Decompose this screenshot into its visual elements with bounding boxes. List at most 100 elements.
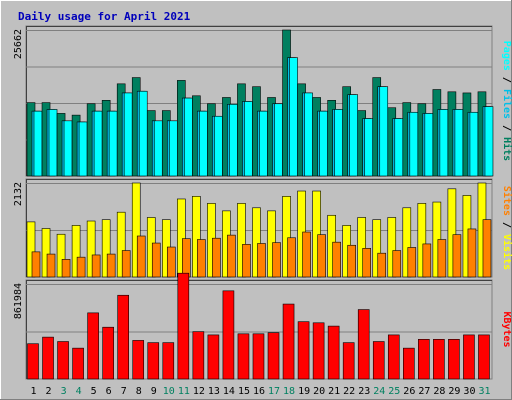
- bar-pages-day-16: [259, 110, 268, 177]
- bar-kbytes-day-21: [327, 325, 340, 380]
- bar-visits-day-15: [237, 203, 246, 278]
- bar-visits-day-16: [252, 207, 261, 278]
- bar-sites-day-3: [61, 259, 71, 278]
- bar-sites-day-5: [91, 254, 101, 278]
- bar-pages-day-23: [364, 118, 374, 177]
- x-tick-day-30: 30: [463, 386, 475, 397]
- bar-kbytes-day-2: [42, 336, 54, 380]
- legend-sites: Sites: [501, 186, 512, 216]
- bar-sites-day-18: [287, 237, 296, 278]
- x-tick-day-17: 17: [268, 386, 280, 397]
- bar-kbytes-day-28: [433, 339, 445, 380]
- legend-files: Files: [501, 89, 512, 119]
- bar-kbytes-day-19: [297, 321, 310, 380]
- bar-pages-day-24: [379, 86, 389, 177]
- x-tick-day-27: 27: [418, 386, 430, 397]
- bar-sites-day-30: [467, 228, 477, 278]
- bar-pages-day-28: [439, 109, 449, 177]
- bar-visits-day-4: [71, 225, 81, 278]
- chart-panels: 25662 Pages / Files / Hits 2132 Sites / Vis…: [13, 25, 512, 380]
- bar-sites-day-16: [257, 243, 266, 278]
- bar-pages-day-9: [153, 120, 163, 177]
- bar-pages-day-25: [394, 118, 404, 177]
- bar-pages-day-18: [289, 57, 298, 177]
- panel-legend: Sites / Visits: [501, 186, 512, 270]
- bar-kbytes-day-8: [132, 340, 145, 380]
- bar-kbytes-day-15: [237, 333, 250, 380]
- bar-sites-day-26: [407, 247, 417, 278]
- bar-pages-day-3: [63, 120, 73, 177]
- bar-kbytes-day-6: [102, 326, 114, 380]
- bar-visits-day-20: [312, 190, 321, 278]
- bar-kbytes-day-16: [252, 333, 265, 380]
- bar-pages-day-19: [304, 92, 313, 177]
- legend-separator: /: [501, 216, 512, 234]
- x-tick-day-16: 16: [253, 386, 265, 397]
- bar-visits-day-1: [26, 221, 36, 278]
- bar-sites-day-2: [46, 253, 56, 278]
- x-tick-day-8: 8: [136, 386, 142, 397]
- bar-kbytes-day-26: [403, 347, 415, 380]
- bar-sites-day-28: [437, 239, 447, 278]
- bar-sites-day-20: [317, 234, 326, 278]
- bar-kbytes-day-18: [282, 303, 295, 380]
- bar-pages-day-17: [274, 103, 283, 177]
- bar-pages-day-4: [78, 121, 88, 177]
- x-tick-day-3: 3: [61, 386, 67, 397]
- legend-separator: /: [501, 119, 512, 137]
- legend-kbytes: KBytes: [501, 311, 512, 347]
- x-tick-day-23: 23: [358, 386, 370, 397]
- bar-visits-day-23: [357, 217, 367, 278]
- bar-pages-day-20: [319, 110, 328, 177]
- x-tick-day-6: 6: [106, 386, 112, 397]
- x-tick-day-22: 22: [343, 386, 355, 397]
- bar-visits-day-29: [447, 188, 457, 278]
- chart-title: Daily usage for April 2021: [18, 10, 191, 23]
- bar-kbytes-day-31: [478, 334, 490, 380]
- bar-visits-day-26: [402, 207, 412, 278]
- bar-sites-day-6: [106, 253, 116, 278]
- panel-max-tick-label: 2132: [13, 182, 24, 206]
- bar-pages-day-5: [93, 110, 103, 177]
- x-tick-day-14: 14: [223, 386, 235, 397]
- x-tick-day-11: 11: [178, 386, 190, 397]
- bar-visits-day-12: [192, 196, 201, 278]
- legend-hits: Hits: [501, 137, 512, 161]
- bar-kbytes-day-5: [87, 312, 99, 380]
- bar-visits-day-24: [372, 219, 382, 278]
- bar-visits-day-3: [56, 233, 66, 278]
- bar-kbytes-day-13: [207, 334, 220, 380]
- bar-sites-day-15: [242, 244, 251, 278]
- bar-sites-day-1: [31, 251, 41, 278]
- bar-kbytes-day-25: [387, 334, 400, 380]
- bar-pages-day-21: [334, 109, 343, 177]
- bar-kbytes-day-30: [463, 334, 475, 380]
- bar-sites-day-14: [227, 234, 236, 278]
- bar-kbytes-day-14: [222, 290, 235, 380]
- x-tick-day-13: 13: [208, 386, 220, 397]
- bar-pages-day-12: [199, 110, 208, 177]
- x-tick-day-28: 28: [433, 386, 445, 397]
- bar-sites-day-25: [392, 250, 402, 278]
- bar-sites-day-23: [362, 248, 372, 278]
- x-tick-day-15: 15: [238, 386, 250, 397]
- bar-visits-day-7: [116, 211, 126, 278]
- bar-pages-day-15: [244, 101, 253, 177]
- bar-kbytes-day-3: [57, 341, 69, 380]
- panel-visits-sites: 2132 Sites / Visits: [13, 178, 512, 278]
- bar-sites-day-27: [422, 243, 432, 278]
- bar-pages-day-29: [454, 109, 464, 177]
- bar-sites-day-8: [136, 235, 146, 278]
- bar-sites-day-9: [151, 242, 161, 278]
- x-tick-day-7: 7: [121, 386, 127, 397]
- bar-pages-day-7: [123, 92, 133, 177]
- panel-kbytes: 861984 KBytes: [13, 272, 512, 380]
- bar-sites-day-7: [121, 250, 131, 278]
- x-tick-day-31: 31: [478, 386, 490, 397]
- panel-legend: KBytes: [501, 311, 512, 347]
- bar-visits-day-2: [41, 228, 51, 278]
- bar-pages-day-22: [349, 94, 358, 177]
- x-tick-day-2: 2: [46, 386, 52, 397]
- bar-sites-day-22: [347, 244, 356, 278]
- x-tick-day-26: 26: [403, 386, 415, 397]
